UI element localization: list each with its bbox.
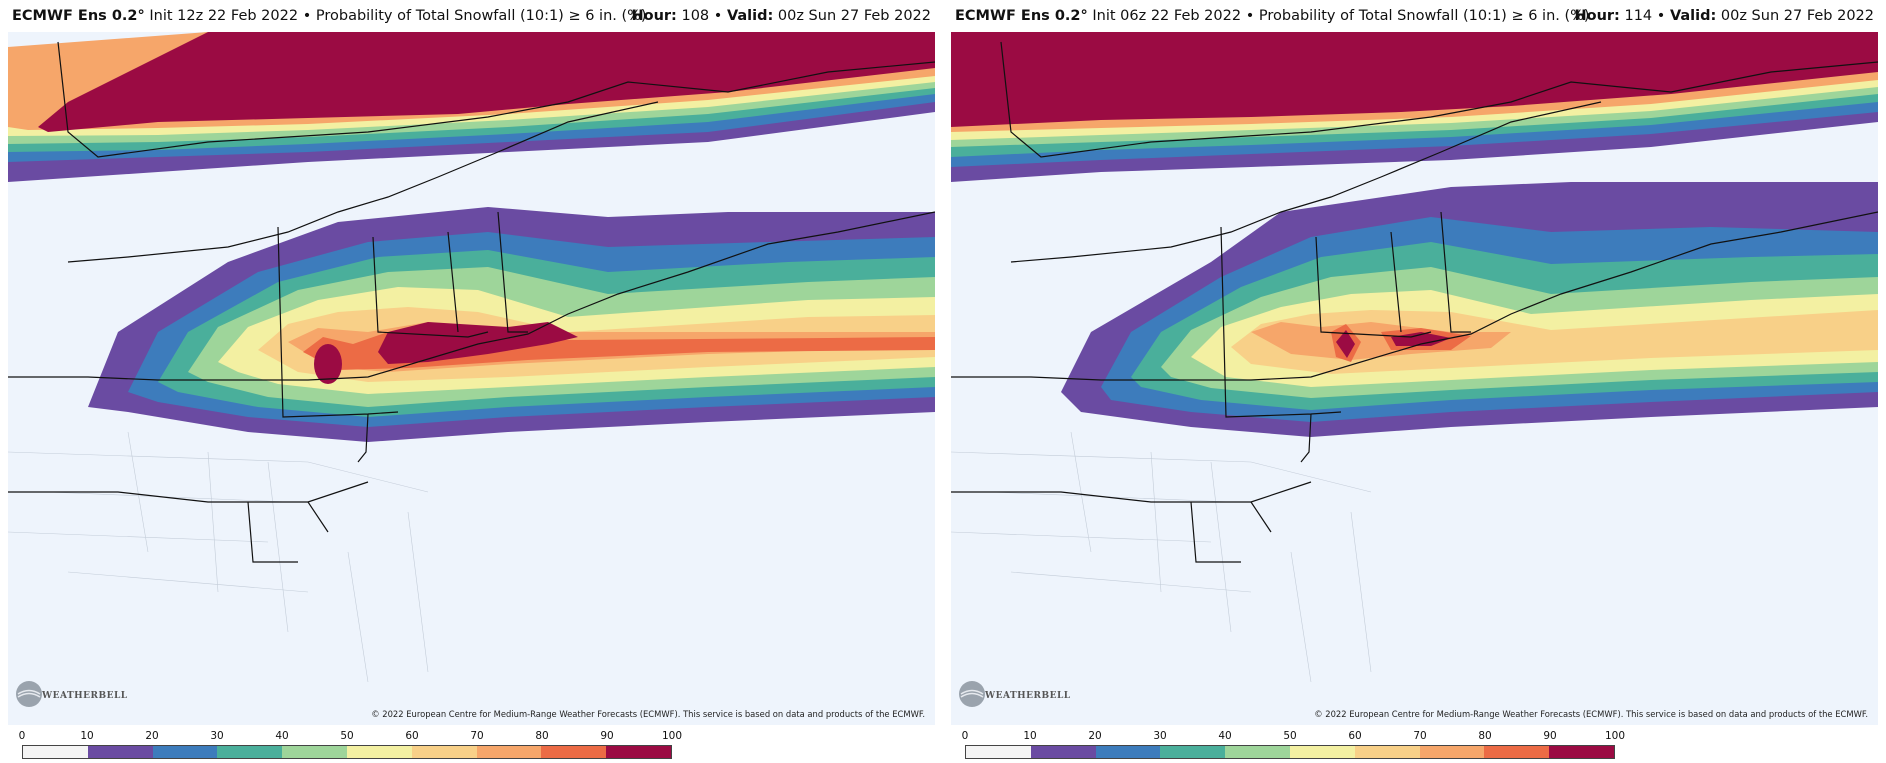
right-tick-20: 20 (1088, 730, 1102, 742)
left-init-text: Init 12z 22 Feb 2022 (149, 8, 299, 24)
right-separator-1: • (1245, 8, 1255, 24)
left-hour-label: Hour: (631, 8, 677, 24)
right-cbar-seg-5 (1289, 746, 1355, 758)
right-tick-100: 100 (1604, 730, 1626, 742)
left-tick-40: 40 (275, 730, 289, 742)
left-cbar-seg-8 (541, 746, 607, 758)
right-valid-label: Valid: (1669, 8, 1717, 24)
right-cbar-seg-9 (1549, 746, 1614, 758)
left-cbar-seg-6 (411, 746, 477, 758)
right-cbar-seg-3 (1160, 746, 1226, 758)
right-valid-value: 00z Sun 27 Feb 2022 (1720, 8, 1874, 24)
left-tick-30: 30 (210, 730, 224, 742)
left-separator-1: • (302, 8, 312, 24)
left-colorbar-ticks: 0 10 20 30 40 50 60 70 80 90 100 (18, 730, 682, 744)
right-model-title: ECMWF Ens 0.2 (955, 8, 1081, 24)
left-boundaries (8, 41, 935, 563)
left-tick-0: 0 (18, 730, 26, 742)
right-credit-text: © 2022 European Centre for Medium-Range … (1314, 709, 1868, 719)
left-weatherbell-logo: WEATHERBELL (14, 679, 127, 719)
right-header-valid: Hour: 114 • Valid: 00z Sun 27 Feb 2022 (1574, 0, 1874, 32)
right-tick-30: 30 (1153, 730, 1167, 742)
right-hour-label: Hour: (1574, 8, 1620, 24)
left-cbar-seg-5 (346, 746, 412, 758)
right-tick-90: 90 (1543, 730, 1557, 742)
left-header-title: ECMWF Ens 0.2° Init 12z 22 Feb 2022 • Pr… (12, 0, 647, 32)
left-credit-text: © 2022 European Centre for Medium-Range … (371, 709, 925, 719)
left-tick-80: 80 (535, 730, 549, 742)
right-tick-40: 40 (1218, 730, 1232, 742)
left-north-band-p90 (38, 32, 935, 132)
right-county-lines (951, 431, 1372, 683)
left-tick-60: 60 (405, 730, 419, 742)
left-county-lines (8, 431, 429, 683)
right-swath-p90-core (1336, 330, 1451, 358)
right-map-graphic (951, 32, 1878, 683)
left-cbar-seg-4 (282, 746, 347, 758)
right-tick-0: 0 (961, 730, 969, 742)
right-colorbar-ticks: 0 10 20 30 40 50 60 70 80 90 100 (961, 730, 1625, 744)
left-panel: ECMWF Ens 0.2° Init 12z 22 Feb 2022 • Pr… (0, 0, 943, 759)
left-valid-label: Valid: (726, 8, 774, 24)
right-header: ECMWF Ens 0.2° Init 06z 22 Feb 2022 • Pr… (943, 0, 1886, 32)
right-cbar-seg-8 (1484, 746, 1550, 758)
left-map: WEATHERBELL © 2022 European Centre for M… (8, 32, 935, 725)
left-tick-70: 70 (470, 730, 484, 742)
left-product-text: Probability of Total Snowfall (10:1) ≥ 6… (315, 8, 647, 24)
right-panel: ECMWF Ens 0.2° Init 06z 22 Feb 2022 • Pr… (943, 0, 1886, 763)
left-hour-value: 108 (681, 8, 710, 24)
left-degree: ° (137, 8, 145, 24)
left-tick-20: 20 (145, 730, 159, 742)
right-init-text: Init 06z 22 Feb 2022 (1092, 8, 1242, 24)
right-logo-text: WEATHERBELL (985, 691, 1071, 701)
left-colorbar (22, 745, 672, 759)
left-cbar-seg-7 (476, 746, 542, 758)
right-tick-50: 50 (1283, 730, 1297, 742)
left-tick-100: 100 (661, 730, 683, 742)
left-logo-text: WEATHERBELL (42, 691, 128, 701)
left-model-title: ECMWF Ens 0.2 (12, 8, 138, 24)
left-map-graphic (8, 32, 935, 683)
right-cbar-seg-0 (966, 746, 1031, 758)
right-map: WEATHERBELL © 2022 European Centre for M… (951, 32, 1878, 725)
right-swath-p70 (1251, 322, 1511, 360)
right-separator-2: • (1656, 8, 1666, 24)
right-cbar-seg-1 (1030, 746, 1096, 758)
right-hour-value: 114 (1624, 8, 1653, 24)
left-separator-2: • (713, 8, 723, 24)
left-cbar-seg-1 (87, 746, 153, 758)
left-cbar-seg-3 (217, 746, 283, 758)
left-logo-globe-icon (16, 681, 42, 707)
right-weatherbell-logo: WEATHERBELL (957, 679, 1070, 719)
right-cbar-seg-4 (1225, 746, 1290, 758)
right-tick-60: 60 (1348, 730, 1362, 742)
right-cbar-seg-6 (1354, 746, 1420, 758)
right-degree: ° (1080, 8, 1088, 24)
left-cbar-seg-9 (606, 746, 671, 758)
left-tick-90: 90 (600, 730, 614, 742)
right-colorbar (965, 745, 1615, 759)
right-tick-80: 80 (1478, 730, 1492, 742)
right-logo-globe-icon (959, 681, 985, 707)
right-header-title: ECMWF Ens 0.2° Init 06z 22 Feb 2022 • Pr… (955, 0, 1590, 32)
right-cbar-seg-2 (1095, 746, 1161, 758)
left-tick-50: 50 (340, 730, 354, 742)
left-valid-value: 00z Sun 27 Feb 2022 (777, 8, 931, 24)
right-tick-10: 10 (1023, 730, 1037, 742)
right-tick-70: 70 (1413, 730, 1427, 742)
left-tick-10: 10 (80, 730, 94, 742)
left-header: ECMWF Ens 0.2° Init 12z 22 Feb 2022 • Pr… (0, 0, 943, 32)
right-boundaries (951, 41, 1878, 563)
right-product-text: Probability of Total Snowfall (10:1) ≥ 6… (1258, 8, 1590, 24)
left-swath-p90-spot (314, 344, 342, 384)
left-header-valid: Hour: 108 • Valid: 00z Sun 27 Feb 2022 (631, 0, 931, 32)
left-cbar-seg-2 (152, 746, 218, 758)
right-north-band-p90 (951, 32, 1878, 127)
right-cbar-seg-7 (1419, 746, 1485, 758)
left-cbar-seg-0 (23, 746, 88, 758)
